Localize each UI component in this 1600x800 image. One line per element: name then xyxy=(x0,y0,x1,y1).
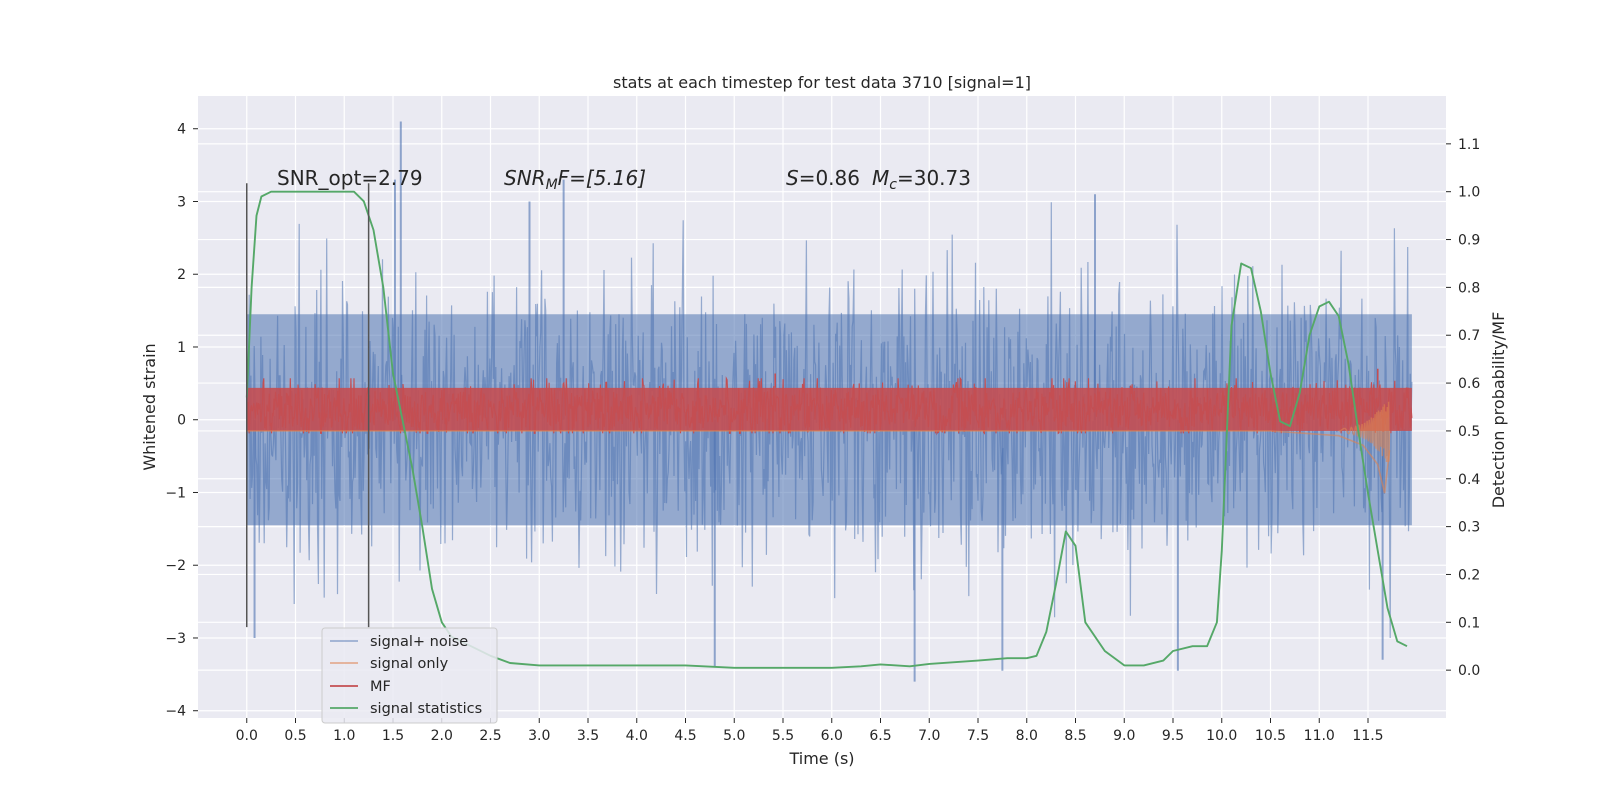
y2-tick-label: 1.0 xyxy=(1458,185,1480,201)
y2-tick-label: 0.0 xyxy=(1458,663,1480,679)
legend: signal+ noise signal only MF signal stat… xyxy=(321,627,498,724)
legend-label-signal-only: signal only xyxy=(370,656,449,672)
x-tick-label: 6.5 xyxy=(869,728,891,744)
snr-opt-annotation: SNR_opt=2.79 xyxy=(277,166,423,190)
y2-tick-label: 0.7 xyxy=(1458,328,1480,344)
x-axis: 0.0 0.5 1.0 1.5 2.0 2.5 3.0 3.5 4.0 4.5 5.0 5.5 6.0 6… xyxy=(236,718,1384,744)
x-tick-label: 6.0 xyxy=(821,728,843,744)
y-tick-label: 4 xyxy=(177,122,186,138)
legend-label-signal-statistics: signal statistics xyxy=(370,701,482,717)
event-markers xyxy=(246,183,370,628)
x-tick-label: 11.5 xyxy=(1352,728,1383,744)
x-tick-label: 2.5 xyxy=(479,728,501,744)
x-tick-label: 2.0 xyxy=(431,728,453,744)
y-tick-label: 0 xyxy=(177,413,186,429)
x-axis-label: Time (s) xyxy=(788,749,854,768)
y-tick-label: −2 xyxy=(165,558,186,574)
x-tick-label: 11.0 xyxy=(1304,728,1335,744)
signal-only-chirp xyxy=(1338,401,1391,463)
signal-statistics-line xyxy=(245,190,1408,669)
legend-box xyxy=(321,627,498,724)
y-tick-label: 2 xyxy=(177,267,186,283)
y2-tick-label: 0.5 xyxy=(1458,424,1480,440)
y-tick-label: 3 xyxy=(177,194,186,210)
x-tick-label: 8.0 xyxy=(1016,728,1038,744)
series-mf xyxy=(246,368,1413,436)
y2-tick-label: 0.8 xyxy=(1458,280,1480,296)
y2-axis-label: Detection probability/MF xyxy=(1489,312,1508,509)
y2-tick-label: 0.3 xyxy=(1458,520,1480,536)
snr-mf-annotation: SNRMF=[5.16] xyxy=(504,166,646,193)
y-axis-left: 4 3 2 1 0 −1 −2 −3 −4 xyxy=(165,122,198,720)
x-tick-label: 3.0 xyxy=(528,728,550,744)
x-tick-label: 4.0 xyxy=(626,728,648,744)
x-tick-label: 7.0 xyxy=(918,728,940,744)
x-tick-label: 4.5 xyxy=(674,728,696,744)
y2-tick-label: 1.1 xyxy=(1458,137,1480,153)
mass-annotation: S=0.86 Mc=30.73 xyxy=(786,166,971,193)
x-tick-label: 8.5 xyxy=(1064,728,1086,744)
x-tick-label: 10.5 xyxy=(1255,728,1286,744)
y-tick-label: −3 xyxy=(165,631,186,647)
y-tick-label: −4 xyxy=(165,704,186,720)
mf-line xyxy=(246,376,1413,436)
x-tick-label: 7.5 xyxy=(967,728,989,744)
x-tick-label: 9.5 xyxy=(1162,728,1184,744)
series-signal-statistics xyxy=(245,190,1408,669)
legend-label-mf: MF xyxy=(370,679,391,695)
x-tick-label: 10.0 xyxy=(1206,728,1237,744)
signal-only-line xyxy=(246,430,1391,494)
y2-tick-label: 0.6 xyxy=(1458,376,1480,392)
y-tick-label: −1 xyxy=(165,485,186,501)
y2-tick-label: 0.9 xyxy=(1458,233,1480,249)
series-signal-only xyxy=(246,401,1391,494)
x-tick-label: 0.5 xyxy=(284,728,306,744)
legend-label-signal-noise: signal+ noise xyxy=(370,634,468,650)
x-tick-label: 5.5 xyxy=(772,728,794,744)
y-tick-label: 1 xyxy=(177,340,186,356)
x-tick-label: 9.0 xyxy=(1113,728,1135,744)
y2-tick-label: 0.4 xyxy=(1458,472,1480,488)
x-tick-label: 0.0 xyxy=(236,728,258,744)
x-tick-label: 1.5 xyxy=(382,728,404,744)
x-tick-label: 1.0 xyxy=(333,728,355,744)
x-tick-label: 5.0 xyxy=(723,728,745,744)
chart-title: stats at each timestep for test data 371… xyxy=(613,73,1031,92)
series-layer xyxy=(245,121,1413,682)
y-axis-label: Whitened strain xyxy=(140,343,159,470)
y-axis-right: 1.1 1.0 0.9 0.8 0.7 0.6 0.5 0.4 0.3 0.2 0.1 0.0 xyxy=(1446,137,1480,679)
signal-noise-line xyxy=(246,202,1413,639)
x-tick-label: 3.5 xyxy=(577,728,599,744)
y2-tick-label: 0.1 xyxy=(1458,615,1480,631)
y2-tick-label: 0.2 xyxy=(1458,567,1480,583)
